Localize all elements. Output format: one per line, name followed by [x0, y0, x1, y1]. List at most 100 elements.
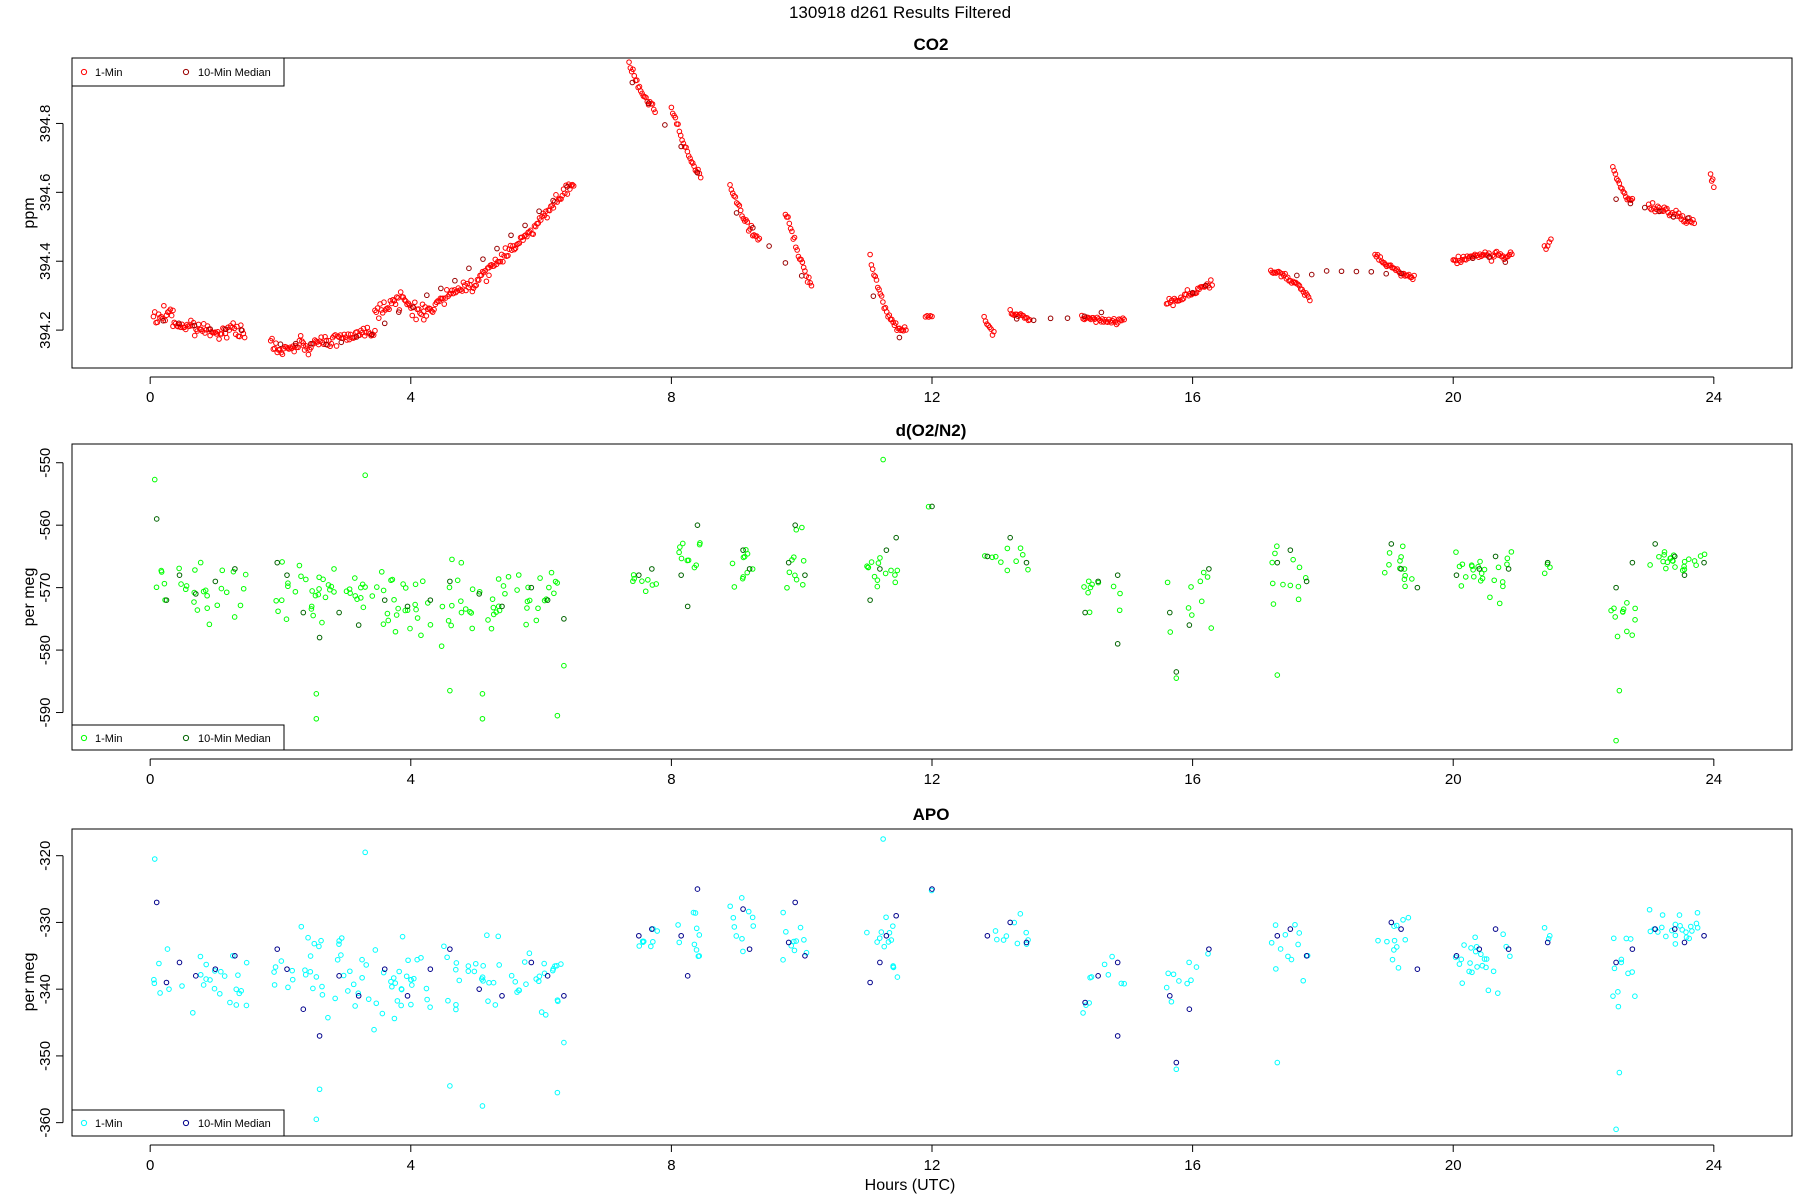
co2-1min-point	[1016, 312, 1023, 318]
apo-1min-point	[512, 979, 519, 985]
co2-y-tick-label: 394.8	[37, 105, 54, 143]
apo-1min-point	[1676, 912, 1683, 918]
o2n2-1min-point	[454, 577, 461, 584]
apo-1min-point	[1632, 993, 1638, 1000]
co2-1min-point	[793, 244, 799, 251]
apo-1min-point	[1011, 919, 1018, 926]
o2n2-legend-1min-label: 1-Min	[95, 733, 123, 745]
o2n2-x-tick-label: 4	[407, 771, 415, 788]
o2n2-1min-point	[183, 583, 190, 589]
co2-1min-point	[395, 295, 401, 301]
o2n2-x-tick-label: 8	[667, 771, 675, 788]
o2n2-1min-point	[892, 579, 899, 586]
co2-x-tick-label: 4	[407, 389, 415, 406]
o2n2-1min-point	[1200, 569, 1207, 576]
co2-y-tick-label: 394.4	[37, 242, 54, 280]
o2n2-1min-point	[1302, 575, 1309, 581]
apo-1min-point	[347, 968, 353, 975]
apo-1min-point	[636, 943, 643, 949]
apo-1min-point	[542, 1012, 549, 1018]
o2n2-1min-point	[1611, 605, 1617, 612]
apo-x-tick-label: 8	[667, 1157, 675, 1174]
co2-1min-point	[409, 312, 416, 319]
co2-1min-point	[216, 336, 222, 342]
o2n2-1min-point	[1656, 553, 1662, 560]
apo-1min-point	[1300, 977, 1307, 984]
co2-1min-point	[799, 259, 806, 266]
co2-1min-point	[1209, 282, 1215, 288]
apo-1min-point	[1083, 1002, 1089, 1008]
apo-median-point	[678, 932, 684, 939]
apo-1min-point	[233, 1002, 240, 1008]
co2-median-point	[508, 232, 514, 239]
co2-1min-point	[1619, 185, 1625, 192]
o2n2-1min-point	[328, 583, 335, 590]
o2n2-1min-point	[524, 605, 530, 611]
co2-1min-point	[787, 225, 794, 232]
apo-1min-point	[696, 953, 703, 959]
o2n2-1min-point	[1204, 574, 1211, 580]
apo-median-point	[1414, 966, 1421, 972]
o2n2-median-point	[1167, 609, 1173, 616]
apo-1min-point	[992, 928, 999, 934]
o2n2-1min-point	[316, 586, 322, 592]
co2-1min-point	[790, 236, 797, 242]
o2n2-median-point	[300, 609, 307, 616]
co2-1min-point	[785, 214, 791, 220]
apo-1min-point	[1615, 989, 1621, 995]
o2n2-1min-point	[412, 601, 418, 608]
o2n2-1min-point	[1701, 551, 1708, 558]
apo-1min-point	[693, 947, 700, 953]
o2n2-y-tick-label: -550	[37, 448, 54, 478]
o2n2-1min-point	[331, 566, 337, 572]
o2n2-1min-point	[739, 575, 746, 582]
apo-1min-point	[332, 995, 338, 1002]
co2-1min-point	[189, 322, 195, 329]
co2-1min-point	[347, 331, 354, 338]
apo-median-point	[883, 932, 890, 939]
apo-title: APO	[913, 805, 950, 824]
o2n2-1min-point	[639, 578, 645, 584]
co2-1min-point	[446, 291, 453, 298]
co2-1min-point	[1305, 294, 1312, 300]
co2-1min-point	[1452, 257, 1459, 264]
co2-1min-point	[376, 315, 382, 321]
co2-1min-point	[501, 253, 507, 259]
o2n2-1min-point	[1663, 565, 1669, 572]
o2n2-1min-point	[230, 568, 237, 575]
o2n2-1min-point	[1269, 559, 1275, 566]
apo-1min-point	[271, 969, 277, 975]
co2-1min-point	[530, 231, 537, 237]
apo-1min-point	[271, 982, 278, 988]
o2n2-1min-point	[1287, 582, 1294, 589]
co2-x-tick-label: 0	[146, 389, 154, 406]
apo-1min-point	[441, 943, 447, 950]
apo-1min-point	[1625, 970, 1631, 977]
o2n2-1min-point	[1619, 608, 1626, 615]
apo-1min-point	[1647, 928, 1654, 935]
apo-median-point	[649, 926, 655, 932]
o2n2-y-tick-label: -570	[37, 573, 54, 603]
co2-panel: CO2 ppm 0 4 8 12 16 20 24394.2394.4394.6394.8 …	[21, 35, 1793, 406]
o2n2-1min-point	[649, 582, 656, 588]
o2n2-1min-point	[273, 597, 279, 604]
co2-1min-point	[291, 348, 297, 355]
co2-1min-point	[387, 298, 394, 304]
apo-1min-point	[472, 960, 479, 967]
co2-1min-point	[1090, 315, 1097, 321]
co2-1min-point	[157, 314, 163, 321]
o2n2-1min-point	[1661, 549, 1668, 555]
apo-1min-point	[675, 922, 681, 928]
co2-1min-point	[1411, 272, 1417, 279]
o2n2-1min-point	[1670, 558, 1676, 564]
apo-median-point	[1652, 926, 1658, 932]
o2n2-1min-point	[1691, 558, 1698, 564]
o2n2-1min-point	[799, 524, 805, 531]
o2n2-median-point	[1671, 553, 1678, 560]
apo-1min-point	[313, 1116, 320, 1123]
o2n2-1min-point	[385, 617, 392, 624]
o2n2-y-tick-label: -590	[37, 698, 54, 728]
apo-median-point	[893, 912, 899, 919]
apo-1min-point	[1288, 956, 1295, 963]
apo-median-point	[1453, 953, 1460, 959]
